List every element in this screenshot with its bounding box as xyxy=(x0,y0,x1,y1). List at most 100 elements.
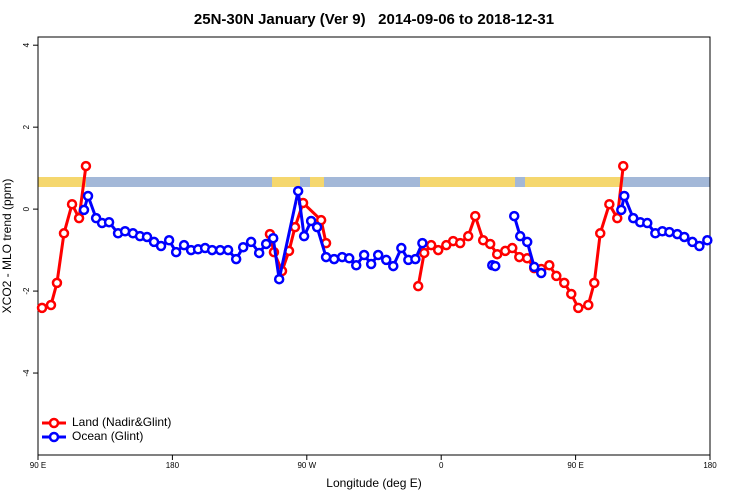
point xyxy=(380,254,392,266)
point xyxy=(311,221,323,233)
land-strip xyxy=(38,177,86,187)
x-tick-label: 0 xyxy=(439,461,444,470)
point xyxy=(388,260,399,272)
point xyxy=(80,160,92,172)
legend-marker xyxy=(48,417,60,429)
point xyxy=(267,232,279,244)
point xyxy=(536,267,547,279)
point xyxy=(694,240,705,252)
point xyxy=(66,198,78,210)
legend-label: Land (Nadir&Glint) xyxy=(72,415,171,429)
point xyxy=(462,230,474,242)
point xyxy=(521,236,533,248)
y-tick-label: 0 xyxy=(22,206,31,211)
point xyxy=(484,238,496,250)
point xyxy=(328,253,340,265)
point xyxy=(454,237,466,249)
point xyxy=(260,238,272,250)
series-line xyxy=(41,165,625,310)
point xyxy=(589,277,600,289)
point xyxy=(141,231,153,243)
y-tick-label: -2 xyxy=(22,287,31,295)
point xyxy=(566,288,577,300)
point xyxy=(491,248,503,260)
point xyxy=(51,277,63,289)
point xyxy=(410,253,421,265)
point xyxy=(292,185,304,197)
point xyxy=(230,253,242,265)
point xyxy=(222,244,234,256)
point xyxy=(245,236,257,248)
point xyxy=(320,251,332,263)
point xyxy=(273,273,285,285)
point xyxy=(73,212,85,224)
point xyxy=(619,190,630,202)
point xyxy=(417,237,428,249)
y-tick-label: -4 xyxy=(22,369,31,377)
point xyxy=(514,251,525,263)
land-strip xyxy=(310,177,324,187)
land-strip xyxy=(272,177,300,187)
land-ocean-strip xyxy=(38,177,710,187)
land-strip xyxy=(420,177,515,187)
point xyxy=(358,249,370,261)
y-tick-label: 2 xyxy=(22,124,31,129)
x-tick-label: 180 xyxy=(703,461,717,470)
x-tick-label: 90 E xyxy=(30,461,46,470)
point xyxy=(178,239,190,251)
point xyxy=(528,261,540,273)
point xyxy=(412,280,424,292)
point xyxy=(642,217,653,229)
point xyxy=(45,299,57,311)
point xyxy=(508,210,520,222)
point xyxy=(507,242,518,254)
point xyxy=(617,160,629,172)
x-tick-label: 90 E xyxy=(567,461,583,470)
point xyxy=(170,246,182,258)
y-tick-label: 4 xyxy=(22,42,31,47)
legend-marker xyxy=(48,431,60,443)
point xyxy=(350,260,362,271)
point xyxy=(594,228,606,239)
point xyxy=(679,231,690,243)
land-strip xyxy=(525,177,623,187)
point xyxy=(544,260,555,271)
point xyxy=(418,247,430,259)
x-tick-label: 180 xyxy=(166,461,180,470)
point xyxy=(253,247,265,259)
point xyxy=(206,244,218,256)
chart-title: 25N-30N January (Ver 9) 2014-09-06 to 20… xyxy=(194,11,554,28)
point xyxy=(612,212,623,224)
legend-label: Ocean (Glint) xyxy=(72,429,143,443)
x-tick-label: 90 W xyxy=(297,461,316,470)
point xyxy=(604,198,615,210)
point xyxy=(514,230,526,242)
point xyxy=(702,235,713,246)
point xyxy=(305,215,317,227)
point xyxy=(237,241,249,253)
point xyxy=(58,228,70,239)
point xyxy=(573,302,584,314)
point xyxy=(343,253,355,264)
ocean-strip xyxy=(38,177,710,187)
point xyxy=(551,270,562,282)
point xyxy=(155,240,167,252)
point xyxy=(82,190,94,202)
x-axis-label: Longitude (deg E) xyxy=(326,476,421,490)
point xyxy=(490,260,501,272)
point xyxy=(396,242,407,254)
point xyxy=(559,277,570,289)
point xyxy=(469,210,481,222)
point xyxy=(432,244,444,256)
plot-frame xyxy=(37,36,711,456)
point xyxy=(163,235,175,246)
point xyxy=(78,204,90,216)
point xyxy=(103,216,115,228)
point xyxy=(583,299,594,311)
point xyxy=(372,249,384,261)
point xyxy=(365,258,377,270)
y-axis-label: XCO2 - MLO trend (ppm) xyxy=(0,179,14,314)
point xyxy=(298,230,310,242)
point xyxy=(616,204,627,216)
